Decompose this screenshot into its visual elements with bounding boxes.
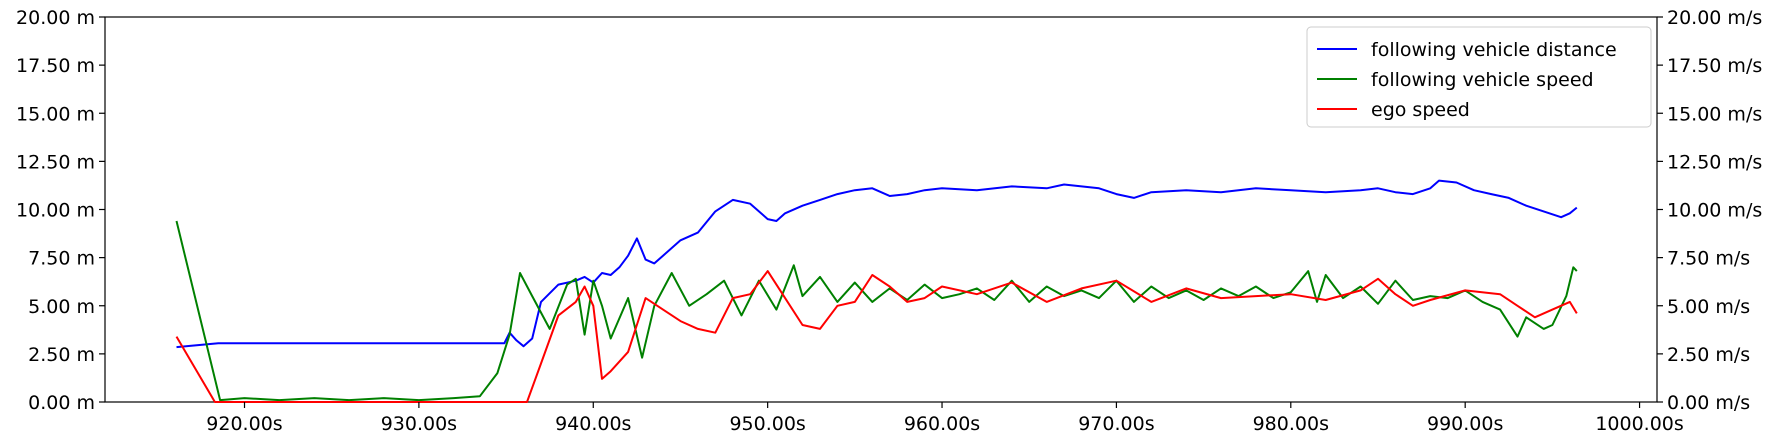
y-left-tick-label: 7.50 m [28, 248, 95, 270]
legend-label-ego-speed: ego speed [1371, 99, 1470, 121]
x-tick-label: 1000.00s [1595, 413, 1683, 435]
legend: following vehicle distance following vehi… [1306, 26, 1652, 128]
x-tick-label: 940.00s [555, 413, 631, 435]
series-line-ego-speed [175, 270, 1578, 403]
y-right-tick-label: 12.50 m/s [1667, 151, 1762, 173]
x-tick-label: 960.00s [904, 413, 980, 435]
y-right-tick-label: 5.00 m/s [1667, 296, 1750, 318]
y-right-tick-label: 17.50 m/s [1667, 55, 1762, 77]
y-right-tick-label: 0.00 m/s [1667, 392, 1750, 414]
x-tick-label: 950.00s [729, 413, 805, 435]
series-layer [175, 179, 1578, 403]
y-left-tick-label: 2.50 m [28, 344, 95, 366]
y-right-tick-label: 15.00 m/s [1667, 103, 1762, 125]
y-left-tick-label: 15.00 m [16, 103, 95, 125]
y-left-tick-label: 20.00 m [16, 7, 95, 29]
y-left-tick-label: 12.50 m [16, 151, 95, 173]
series-line-following-vehicle-speed [175, 220, 1578, 402]
series-line-following-vehicle-distance [176, 179, 1578, 349]
legend-label-following-vehicle-distance: following vehicle distance [1371, 39, 1617, 61]
legend-box [1306, 26, 1652, 128]
plot-area [104, 16, 1658, 403]
y-left-tick-label: 0.00 m [28, 392, 95, 414]
y-right-tick-label: 10.00 m/s [1667, 200, 1762, 222]
x-tick-label: 980.00s [1253, 413, 1329, 435]
x-tick-label: 920.00s [206, 413, 282, 435]
y-right-tick-label: 2.50 m/s [1667, 344, 1750, 366]
x-tick-label: 970.00s [1078, 413, 1154, 435]
y-right-tick-label: 7.50 m/s [1667, 248, 1750, 270]
y-right-tick-label: 20.00 m/s [1667, 7, 1762, 29]
y-axis-right: 0.00 m/s 2.50 m/s 5.00 m/s 7.50 m/s 10.00 m/… [1657, 7, 1762, 414]
x-tick-label: 930.00s [381, 413, 457, 435]
legend-label-following-vehicle-speed: following vehicle speed [1371, 69, 1594, 91]
y-left-tick-label: 10.00 m [16, 200, 95, 222]
y-left-tick-label: 5.00 m [28, 296, 95, 318]
x-axis: 920.00s 930.00s 940.00s 950.00s 960.00s 970.0… [206, 402, 1684, 435]
y-axis-left: 0.00 m 2.50 m 5.00 m 7.50 m 10.00 m 12.50 m 15… [16, 7, 105, 414]
y-left-tick-label: 17.50 m [16, 55, 95, 77]
x-tick-label: 990.00s [1427, 413, 1503, 435]
